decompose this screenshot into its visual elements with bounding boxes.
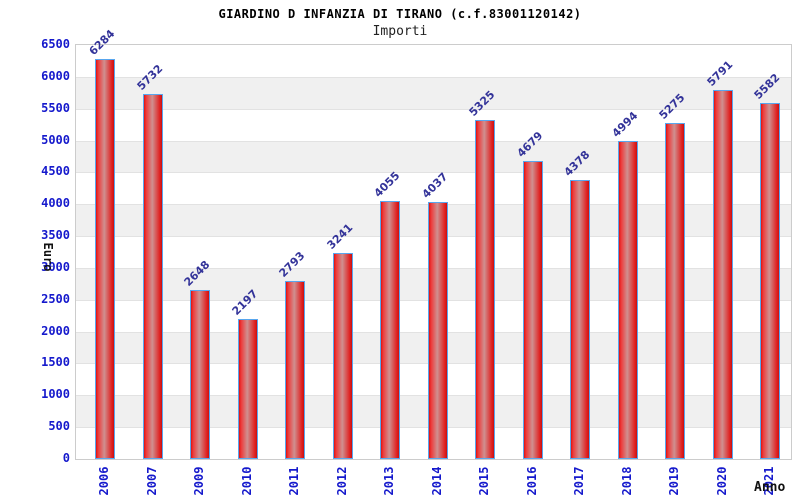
y-tick-label: 6500 [41, 37, 70, 51]
grid-band [76, 45, 791, 77]
grid-line [76, 172, 791, 174]
bar [665, 123, 685, 459]
y-tick-label: 1000 [41, 387, 70, 402]
bar [760, 103, 780, 459]
plot-area [75, 44, 792, 460]
y-tick-label: 3500 [41, 228, 70, 243]
x-axis-title: Anno [754, 480, 786, 495]
x-tick-label: 2018 [619, 466, 634, 496]
bar [522, 160, 543, 459]
grid-line [76, 140, 791, 142]
x-tick-label: 2006 [97, 466, 111, 496]
x-tick-label: 2020 [714, 466, 729, 496]
grid-line [76, 76, 791, 78]
chart-title: GIARDINO D INFANZIA DI TIRANO (c.f.83001… [218, 7, 582, 21]
y-tick-label: 4000 [41, 196, 70, 211]
x-tick-label: 2012 [334, 466, 349, 496]
bar [617, 140, 638, 459]
bar [570, 180, 590, 459]
y-tick-label: 4500 [41, 164, 70, 179]
y-tick-label: 0 [62, 451, 70, 465]
grid-line [76, 108, 791, 110]
y-tick-label: 500 [48, 419, 70, 434]
bar [237, 319, 258, 459]
x-tick-label: 2019 [667, 466, 681, 496]
y-tick-label: 3000 [41, 259, 70, 274]
y-tick-label: 2000 [41, 323, 70, 338]
y-tick-label: 1500 [41, 355, 70, 370]
x-tick-label: 2011 [287, 466, 301, 496]
y-tick-label: 5000 [41, 132, 70, 147]
y-tick-label: 6000 [41, 68, 70, 83]
x-tick-label: 2009 [192, 466, 206, 496]
bar [95, 58, 115, 459]
bar [712, 90, 733, 459]
bar [190, 290, 210, 459]
y-tick-label: 2500 [41, 291, 70, 306]
x-tick-label: 2010 [239, 466, 254, 496]
x-tick-label: 2013 [382, 466, 396, 496]
y-tick-label: 5500 [41, 100, 70, 115]
bar [475, 119, 495, 459]
chart-subtitle: Importi [372, 24, 428, 39]
x-tick-label: 2007 [144, 466, 159, 496]
bar [285, 281, 305, 459]
bar [332, 252, 353, 459]
bar [427, 201, 448, 459]
bar [380, 200, 400, 459]
grid-band [76, 76, 791, 109]
bar [142, 93, 163, 459]
x-tick-label: 2014 [429, 466, 444, 496]
x-tick-label: 2017 [572, 466, 586, 496]
x-tick-label: 2016 [524, 466, 539, 496]
y-axis-title: Euro [41, 242, 55, 272]
x-tick-label: 2015 [477, 466, 491, 496]
